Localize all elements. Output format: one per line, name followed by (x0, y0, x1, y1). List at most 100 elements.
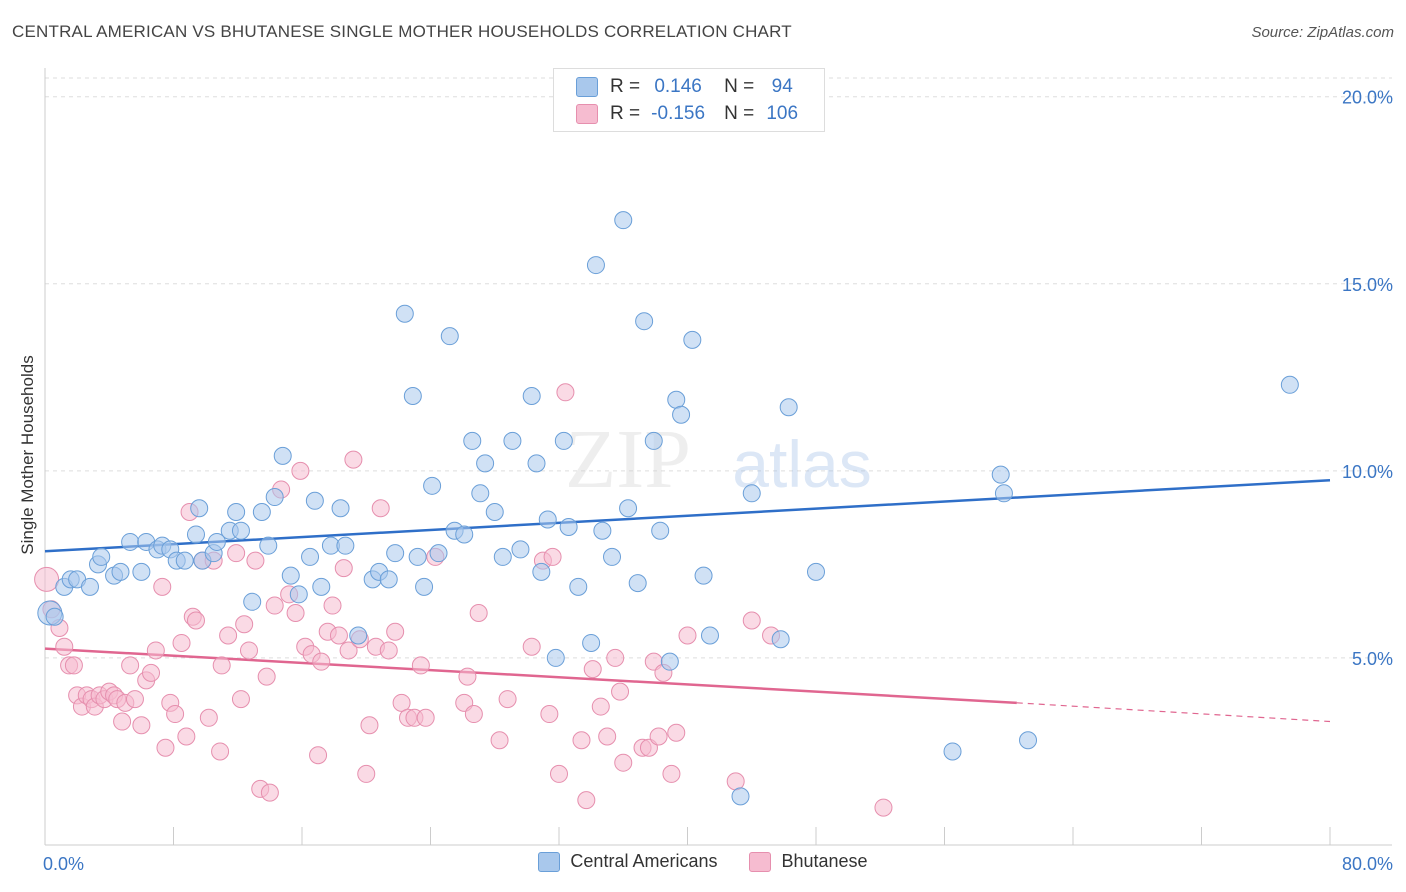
data-point (662, 764, 681, 783)
data-point (476, 454, 495, 473)
data-point (379, 641, 398, 660)
stats-legend: R = 0.146 N = 94 R = -0.156 N = 106 (553, 68, 825, 132)
data-point (591, 697, 610, 716)
data-point (683, 330, 702, 349)
data-point (771, 630, 790, 649)
data-point (742, 484, 761, 503)
data-point (92, 547, 111, 566)
legend-r-value: -0.156 (651, 103, 706, 124)
legend-row-bhutanese: R = -0.156 N = 106 (576, 102, 810, 126)
data-point (289, 585, 308, 604)
data-point (550, 764, 568, 783)
series-bhutanese (34, 383, 893, 817)
series-legend: Central Americans Bhutanese (0, 851, 1406, 872)
data-point (212, 656, 231, 675)
data-point (614, 211, 633, 230)
data-point (464, 705, 483, 724)
data-point (511, 540, 530, 559)
data-point (742, 611, 761, 630)
legend-swatch-blue (538, 851, 561, 872)
data-point (731, 787, 750, 806)
data-point (1019, 731, 1038, 750)
data-point (416, 708, 435, 727)
data-point (211, 742, 230, 761)
data-point (700, 626, 719, 645)
legend-label: Central Americans (570, 851, 718, 871)
data-point (408, 547, 427, 566)
data-point (344, 450, 363, 469)
legend-item-central-americans[interactable]: Central Americans (538, 851, 717, 872)
legend-item-bhutanese[interactable]: Bhutanese (749, 851, 868, 872)
y-tick-label: 5.0% (1352, 649, 1393, 669)
x-tick-label: 0.0% (43, 854, 84, 874)
trend-lines (44, 478, 1331, 723)
data-point (667, 390, 686, 409)
data-point (252, 503, 271, 522)
data-point (231, 690, 250, 709)
data-point (572, 731, 591, 750)
data-point (660, 652, 679, 671)
data-point (265, 596, 284, 615)
data-point (577, 791, 596, 810)
data-point (336, 536, 355, 555)
data-point (334, 559, 353, 578)
data-point (219, 626, 238, 645)
series-central-americans (37, 211, 1299, 806)
data-point (177, 727, 196, 746)
y-tick-label: 15.0% (1342, 275, 1393, 295)
legend-row-central-americans: R = 0.146 N = 94 (576, 75, 810, 99)
data-point (371, 499, 390, 518)
data-point (471, 484, 490, 503)
data-point (273, 446, 292, 465)
data-point (309, 746, 328, 765)
data-point (360, 716, 379, 735)
data-point (166, 705, 185, 724)
data-point (532, 562, 551, 581)
data-point (559, 517, 578, 536)
data-point (323, 596, 342, 615)
data-point (423, 476, 442, 495)
data-point (243, 592, 262, 611)
data-point (331, 499, 350, 518)
data-point (259, 536, 278, 555)
data-point (111, 562, 130, 581)
y-tick-label: 10.0% (1342, 462, 1393, 482)
data-point (583, 660, 602, 679)
data-point (603, 547, 622, 566)
data-point (121, 656, 140, 675)
data-point (1280, 375, 1299, 394)
legend-r-label: R = (610, 103, 641, 124)
data-point (415, 577, 434, 596)
data-point (874, 798, 893, 817)
data-point (943, 742, 962, 761)
data-point (142, 663, 161, 682)
data-point (312, 652, 331, 671)
data-point (286, 604, 305, 623)
data-point (807, 562, 825, 581)
data-point (301, 547, 320, 566)
tick-labels: 5.0% 10.0% 15.0% 20.0% 0.0% 80.0% (43, 88, 1393, 874)
data-point (554, 431, 573, 450)
data-point (357, 764, 376, 783)
data-point (522, 637, 541, 656)
data-point (490, 731, 509, 750)
trend-line-bhutanese (44, 647, 1017, 705)
data-point (281, 566, 300, 585)
data-point (469, 604, 488, 623)
legend-n-value: 106 (766, 103, 799, 124)
data-point (569, 577, 588, 596)
data-point (503, 431, 522, 450)
data-point (113, 712, 132, 731)
data-point (34, 566, 60, 592)
data-point (392, 693, 411, 712)
data-point (395, 304, 414, 323)
data-point (644, 431, 663, 450)
data-point (455, 525, 474, 544)
legend-label: Bhutanese (781, 851, 868, 871)
data-point (582, 633, 601, 652)
data-point (379, 570, 398, 589)
data-point (498, 690, 517, 709)
legend-r-value: 0.146 (654, 76, 702, 97)
data-point (411, 656, 430, 675)
